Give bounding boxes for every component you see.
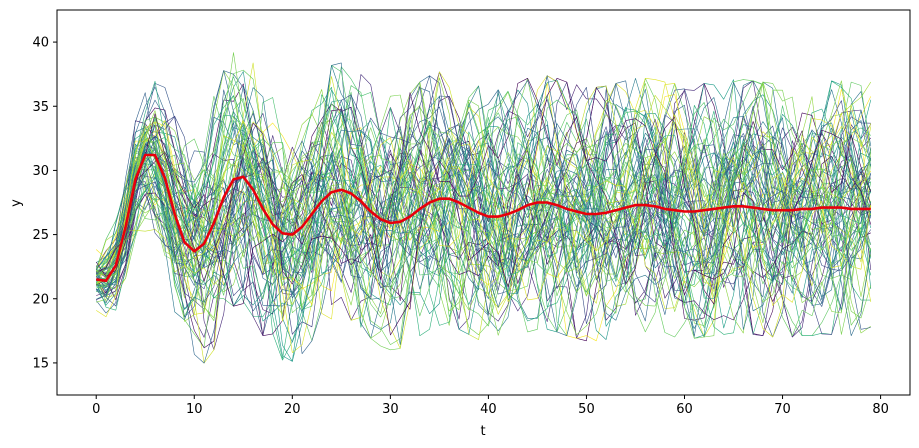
ensemble-line (96, 85, 872, 277)
ensemble-line (95, 78, 872, 302)
ensemble-line (96, 80, 872, 351)
x-tick-label: 20 (284, 402, 301, 417)
ensemble-line (96, 77, 872, 298)
x-tick-label: 70 (774, 402, 791, 417)
ensemble-line (96, 71, 872, 337)
y-tick-label: 35 (32, 100, 49, 115)
ensemble-line (96, 81, 872, 333)
ensemble-line (96, 65, 872, 307)
ensemble-line (96, 83, 871, 307)
x-tick-label: 0 (92, 402, 100, 417)
ensemble-line (96, 78, 872, 322)
ensemble-line (96, 85, 872, 333)
y-tick-label: 15 (32, 356, 49, 371)
ensemble-line (95, 106, 871, 361)
ensemble-line (95, 81, 872, 319)
y-tick-label: 20 (32, 292, 49, 307)
ensemble-line (96, 81, 872, 339)
ensemble-line (96, 86, 871, 297)
x-tick-label: 10 (186, 402, 203, 417)
ensemble-line (96, 81, 872, 314)
ensemble-line (96, 52, 872, 339)
x-tick-label: 80 (872, 402, 889, 417)
ensemble-line (95, 70, 872, 334)
ensemble-line (95, 89, 872, 330)
x-axis-label: t (480, 424, 485, 439)
ensemble-line (95, 115, 872, 325)
y-axis: 15 20 25 30 35 40 (32, 36, 57, 371)
ensemble-line (95, 105, 872, 337)
plot-frame (56, 9, 911, 396)
mean-line (96, 153, 871, 283)
y-tick-label: 25 (32, 228, 49, 243)
x-axis: 0 10 20 30 40 50 60 70 80 (92, 395, 889, 417)
ensemble-line (95, 107, 872, 335)
x-tick-label: 50 (578, 402, 595, 417)
ensemble-line (96, 122, 872, 349)
ensemble-line (95, 110, 872, 345)
y-tick-label: 40 (32, 36, 49, 51)
x-tick-label: 60 (676, 402, 693, 417)
ensemble-lines (95, 52, 872, 364)
ensemble-line (96, 76, 872, 295)
y-axis-label: y (9, 199, 24, 207)
y-tick-label: 30 (32, 164, 49, 179)
x-tick-label: 30 (382, 402, 399, 417)
mean-line-layer (96, 153, 871, 283)
x-tick-label: 40 (480, 402, 497, 417)
ensemble-line (96, 89, 872, 335)
ensemble-line (96, 80, 872, 360)
